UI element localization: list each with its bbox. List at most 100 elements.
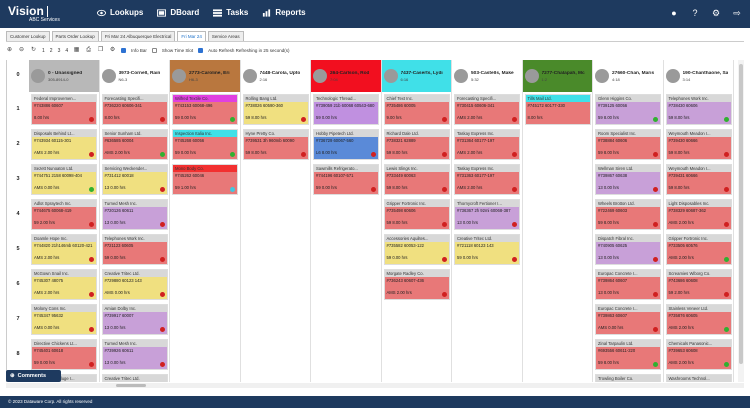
tab-parts-order-lookup[interactable]: Parts Order Lookup <box>51 31 99 41</box>
job-card[interactable]: Wheels Brotton Ltd. #722469 60603 59 8.00 … <box>595 199 661 230</box>
job-card[interactable]: Weymouth Meadon I... #739431 60666 59 8.00… <box>665 164 732 195</box>
job-card[interactable]: Gripper Fortronic Inc. #733505 60576 AMS 2… <box>665 234 732 265</box>
page-4[interactable]: 4 <box>65 47 69 54</box>
job-card[interactable]: Thornycroft Fertioner I... #736367 2h 92m… <box>454 199 520 230</box>
copy-icon[interactable]: ❐ <box>97 47 104 53</box>
job-card[interactable]: Adlot Spraytech Inc. #744675 60068-419 59 … <box>31 199 97 230</box>
job-card[interactable]: Tills Mail Ltd. #745172 60177-330 8.00 hrs <box>524 94 591 125</box>
job-card[interactable]: Mono Body Co. #745262 60046 59 1.00 hrs <box>172 164 238 195</box>
job-card[interactable]: Stainless Veneer Ltd. #735876 60605 AMS 2.… <box>665 304 732 335</box>
job-card[interactable]: Lewis Slings Inc. #733449 60063 59 8.00 hr… <box>383 164 450 195</box>
nav-reports[interactable]: Reports <box>262 8 306 17</box>
nav-lookups[interactable]: Lookups <box>97 8 143 17</box>
job-card[interactable]: Turned Mesh Inc. #720126 60611 13 0.00 hrs <box>101 199 168 230</box>
technician-column-header[interactable]: 7437-Caserts, Lydi 6:16 <box>381 60 452 92</box>
gear-icon[interactable]: ⚙ <box>711 8 721 18</box>
page-1[interactable]: 1 <box>42 47 45 54</box>
job-card[interactable]: Forecasting Specifi... #730415 60606-341 A… <box>454 94 520 125</box>
technician-column-header[interactable]: 503-Castells, Make 5:32 <box>452 60 523 92</box>
tab-albuquerque-electrical[interactable]: Fri Mar 24 Albuquerque Electrical <box>100 31 176 41</box>
job-card[interactable]: Taskay Express Inc. #731364 60177-197 AMS … <box>454 129 520 160</box>
job-card[interactable]: Rolling Bang Ltd. #738026 60590-360 59 8.0… <box>242 94 309 125</box>
job-card[interactable]: Accessories Aquiltes... #735582 60053-122… <box>383 234 450 265</box>
job-card[interactable]: Telephones Work Inc. #721123 60605 59 0.00… <box>101 234 168 265</box>
job-card[interactable]: Federal Improvemen... #743886 60607 8.00 h… <box>31 94 97 125</box>
nav-dboard[interactable]: DBoard <box>157 8 199 17</box>
page-3[interactable]: 3 <box>57 47 61 54</box>
job-card[interactable]: Richard Dale Ltd. #738321 62889 59 8.00 hr… <box>383 129 450 160</box>
job-card[interactable]: Creative Tritec Ltd. #729880 60123 143 AMS… <box>101 269 168 300</box>
tab-fri-mar-24[interactable]: Fri Mar 24 <box>177 31 206 41</box>
job-card[interactable]: Light Disposables Inc. #738329 60687-362 A… <box>665 199 732 230</box>
info-bar-checkbox[interactable] <box>121 48 127 53</box>
horizontal-scrollbar[interactable] <box>6 383 744 388</box>
job-card[interactable]: Disposals Behind Lt... #743934 60115-301 A… <box>31 129 97 160</box>
vertical-scrollbar[interactable] <box>738 60 744 382</box>
job-card[interactable]: Chemicals Panasonic... #739653 60608 AMS 2… <box>665 339 732 370</box>
job-card[interactable]: Glenn Higgins Co. #739125 60056 59 8.00 hr… <box>595 94 661 125</box>
technician-column-header[interactable]: 2773-Caroline, Eri H6-3 <box>170 60 241 92</box>
zoom-out-icon[interactable]: ⊖ <box>18 47 25 53</box>
job-card[interactable]: Senior Sunham Ltd. #636585 60004 AMS 2.00 … <box>101 129 168 160</box>
technician-column-header[interactable]: 3973-Cornell, Rain N6-3 <box>99 60 170 92</box>
job-card[interactable]: Creative Tritec Ltd. #721118 60123 143 59 … <box>454 234 520 265</box>
job-card[interactable]: Wilfred Textile Co. #743153 60068-496 59 0… <box>172 94 238 125</box>
calendar-icon[interactable]: ▦ <box>73 47 80 53</box>
job-card[interactable]: Wellman Siren Ltd. #739867 60638 13 0.00 h… <box>595 164 661 195</box>
print-icon[interactable]: ⎙ <box>86 47 92 53</box>
technician-column-header[interactable]: 7277-Chalapah, Mc 1:2 <box>522 60 593 92</box>
status-dot-icon <box>723 362 729 367</box>
job-hours: 13 0.00 hrs <box>104 185 126 190</box>
job-card[interactable]: Washrooms Technol...#736774 60605 <box>665 374 732 382</box>
auto-refresh-checkbox[interactable] <box>198 48 204 53</box>
tab-customer-lookup[interactable]: Customer Lookup <box>6 31 50 41</box>
technician-name: 2773-Caroline, Eri <box>189 70 230 76</box>
job-card[interactable]: Sawmills Refrigerato... #744196 60107-571… <box>313 164 379 195</box>
nav-tasks[interactable]: Tasks <box>213 8 248 17</box>
job-card[interactable]: Turned Mesh Inc. #739926 60611 13 0.00 hrs <box>101 339 168 370</box>
job-card[interactable]: Dispatch Fibral Inc. #740905 60625 13 0.00… <box>595 234 661 265</box>
job-hours: 59 8.00 hrs <box>245 115 267 120</box>
technician-column-header[interactable]: 0 - Unassigned 305-8914-0 <box>29 60 100 92</box>
job-card[interactable]: Europac Concrete I... #739864 60607 13 0.0… <box>595 269 661 300</box>
job-card[interactable]: Directive Chickens Lt... #745401 60618 59 … <box>31 339 97 370</box>
job-card[interactable]: Screamies Wiborg Co. #743686 60608 59 2.00… <box>665 269 732 300</box>
settings-icon[interactable]: ⚙ <box>109 47 116 53</box>
job-card[interactable]: Technologic Thread... #739059 21b 60068 6… <box>313 94 379 125</box>
app-logo[interactable]: Vision ABC Services <box>8 4 60 23</box>
technician-column-header[interactable]: 264-Carlson, Rod 7:04 <box>311 60 382 92</box>
job-card[interactable]: Morgate Radley Co. #736243 60607-436 AMS 2… <box>383 269 450 300</box>
job-card[interactable]: Telephones Work Inc. #738430 60606 59 8.00… <box>665 94 732 125</box>
job-card[interactable]: Chief Text Inc. #735486 60005 9.00 hrs <box>383 94 450 125</box>
refresh-icon[interactable]: ↻ <box>30 47 37 53</box>
tab-service-areas[interactable]: Service Areas <box>207 31 244 41</box>
job-card[interactable]: Weymouth Meadon I... #739430 60666 59 8.00… <box>665 129 732 160</box>
page-2[interactable]: 2 <box>49 47 53 54</box>
job-card[interactable]: Inspection Italia Inc. #745268 60056 59 0.… <box>172 129 238 160</box>
job-card[interactable]: Gripper Fortronic Inc. #735498 60606 59 8.… <box>383 199 450 230</box>
job-card[interactable]: Creative Tritec Ltd.#725697 60123 143 <box>101 374 168 382</box>
job-card[interactable]: Trowling Boiler Co.#740067 60000 <box>595 374 661 382</box>
job-card[interactable]: Doamle Hope Inc. #744820 21h146mb 60120-4… <box>31 234 97 265</box>
job-card[interactable]: McGown Snail Inc. #745307 48075 AMS 2.00 h… <box>31 269 97 300</box>
job-card[interactable]: Europac Concrete I... #739863 60607 AMS 0.… <box>595 304 661 335</box>
technician-column-header[interactable]: 7448-Carola, Upto 2:16 <box>240 60 311 92</box>
job-card[interactable]: Hyne Pretty Co. #739531 3h 960mb 60090 59 … <box>242 129 309 160</box>
job-card[interactable]: Molony Cons Inc. #745347 95632 AMS 0.00 hr… <box>31 304 97 335</box>
help-icon[interactable]: ? <box>692 8 698 18</box>
logout-icon[interactable]: ⇨ <box>733 8 741 18</box>
technician-column-header[interactable]: 27660-Chan, Maris 4:18 <box>593 60 664 92</box>
job-card[interactable]: Taskay Express Inc. #731363 60177-197 AMS … <box>454 164 520 195</box>
zoom-in-icon[interactable]: ⊕ <box>6 47 13 53</box>
technician-column-header[interactable]: 190-Chanthaone, Sa 3:14 <box>663 60 734 92</box>
show-time-slot-checkbox[interactable] <box>151 48 157 53</box>
job-card[interactable]: Sezett Nunoaton Ltd. #744751 2158 60098-4… <box>31 164 97 195</box>
job-card[interactable]: Forecasting Specifi... #736220 60606-341 8… <box>101 94 168 125</box>
job-card[interactable]: Amian Dolby Inc. #739917 60007 13 0.00 hrs <box>101 304 168 335</box>
job-card[interactable]: Hobby Pipetech Ltd. #736729 60067-560 L6 8… <box>313 129 379 160</box>
comments-button[interactable]: ⊕ Comments <box>6 370 61 382</box>
job-card[interactable]: Room Specialist Inc. #738884 60606 59 8.00… <box>595 129 661 160</box>
job-card[interactable]: Servicing Weckender... #731412 60018 13 0.… <box>101 164 168 195</box>
user-icon[interactable]: ● <box>671 8 677 18</box>
job-card[interactable]: Zinal Tarpaulin Ltd. #693556 60611-220 59 … <box>595 339 661 370</box>
